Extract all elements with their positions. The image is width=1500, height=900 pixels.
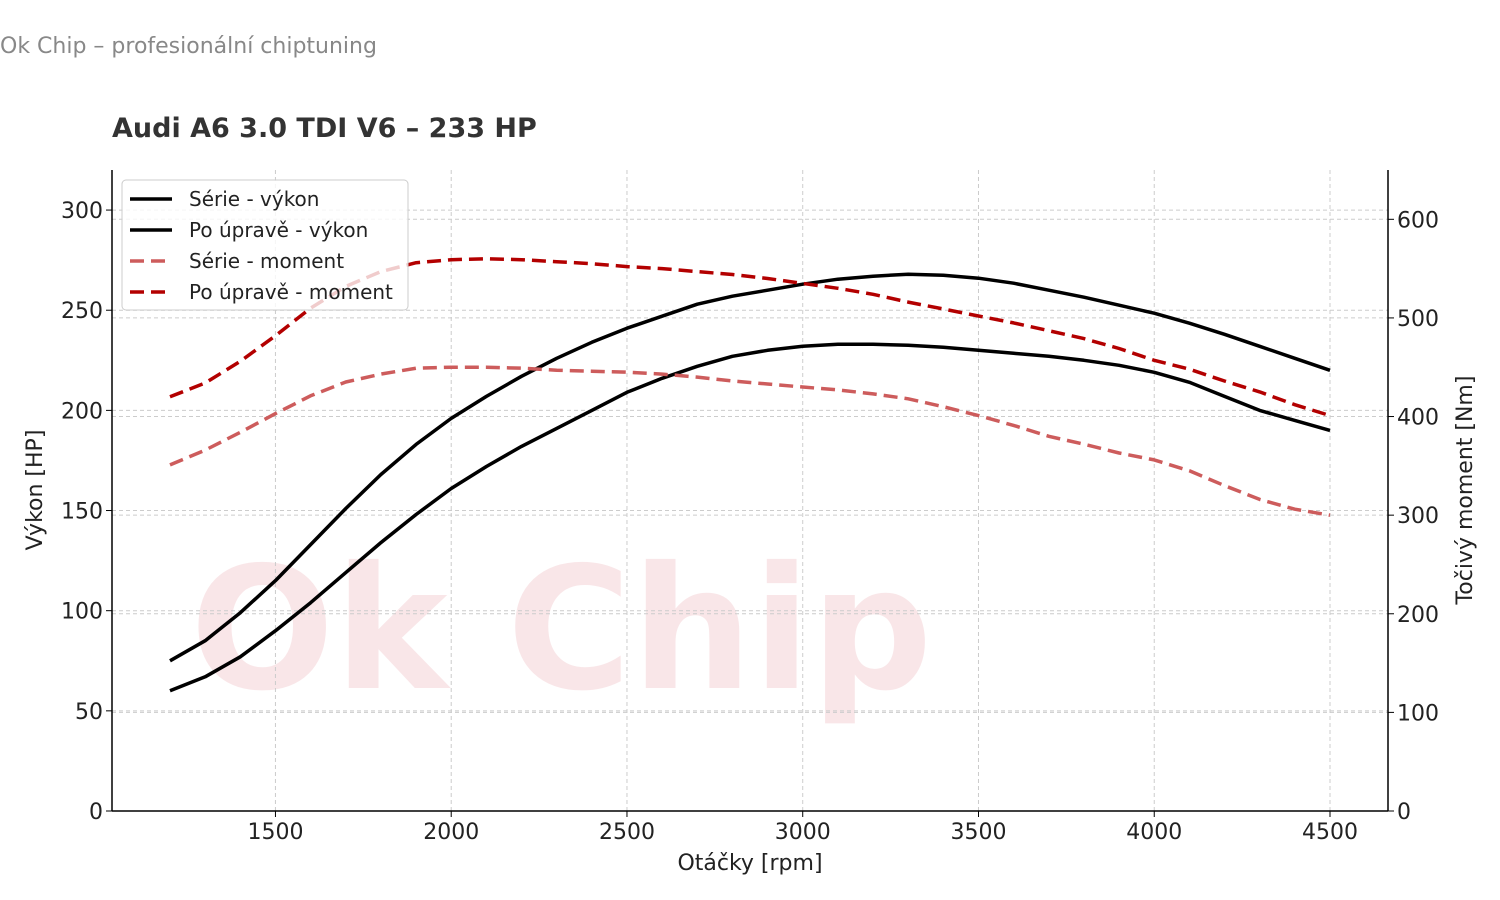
x-tick-label: 2000 — [423, 820, 479, 845]
y2-tick-label: 300 — [1397, 504, 1439, 529]
legend-box — [121, 179, 409, 311]
x-tick-label: 4500 — [1302, 820, 1358, 845]
x-tick-label: 1500 — [247, 820, 303, 845]
y-tick-label: 300 — [61, 199, 103, 224]
y-tick-label: 0 — [89, 800, 103, 825]
x-tick-label: 4000 — [1126, 820, 1182, 845]
y-tick-label: 150 — [61, 500, 103, 525]
brand-title: Ok Chip – profesionální chiptuning — [0, 34, 377, 59]
legend-label: Série - moment — [189, 249, 344, 273]
y2-axis-label: Točivý moment [Nm] — [1453, 376, 1478, 606]
y-tick-label: 250 — [61, 299, 103, 324]
y-tick-label: 50 — [75, 700, 103, 725]
x-axis-label: Otáčky [rpm] — [677, 851, 822, 876]
x-tick-label: 2500 — [599, 820, 655, 845]
y-axis-label: Výkon [HP] — [23, 430, 48, 551]
legend-label: Po úpravě - moment — [189, 280, 393, 304]
y-tick-label: 100 — [61, 600, 103, 625]
legend-label: Po úpravě - výkon — [189, 218, 368, 242]
y-tick-label: 200 — [61, 399, 103, 424]
legend-label: Série - výkon — [189, 187, 319, 211]
x-tick-label: 3000 — [775, 820, 831, 845]
y2-tick-label: 500 — [1397, 307, 1439, 332]
series-line-1 — [169, 272, 1331, 663]
chart-title: Audi A6 3.0 TDI V6 – 233 HP — [112, 113, 537, 144]
y2-tick-label: 100 — [1397, 701, 1439, 726]
y2-tick-label: 0 — [1397, 800, 1411, 825]
y2-tick-label: 200 — [1397, 603, 1439, 628]
series-line-0 — [169, 342, 1331, 693]
x-tick-label: 3500 — [950, 820, 1006, 845]
series-line-2 — [169, 365, 1331, 517]
watermark: Ok Chip — [190, 531, 933, 729]
y2-tick-label: 400 — [1397, 406, 1439, 431]
y2-tick-label: 600 — [1397, 208, 1439, 233]
series-line-3 — [169, 257, 1331, 418]
